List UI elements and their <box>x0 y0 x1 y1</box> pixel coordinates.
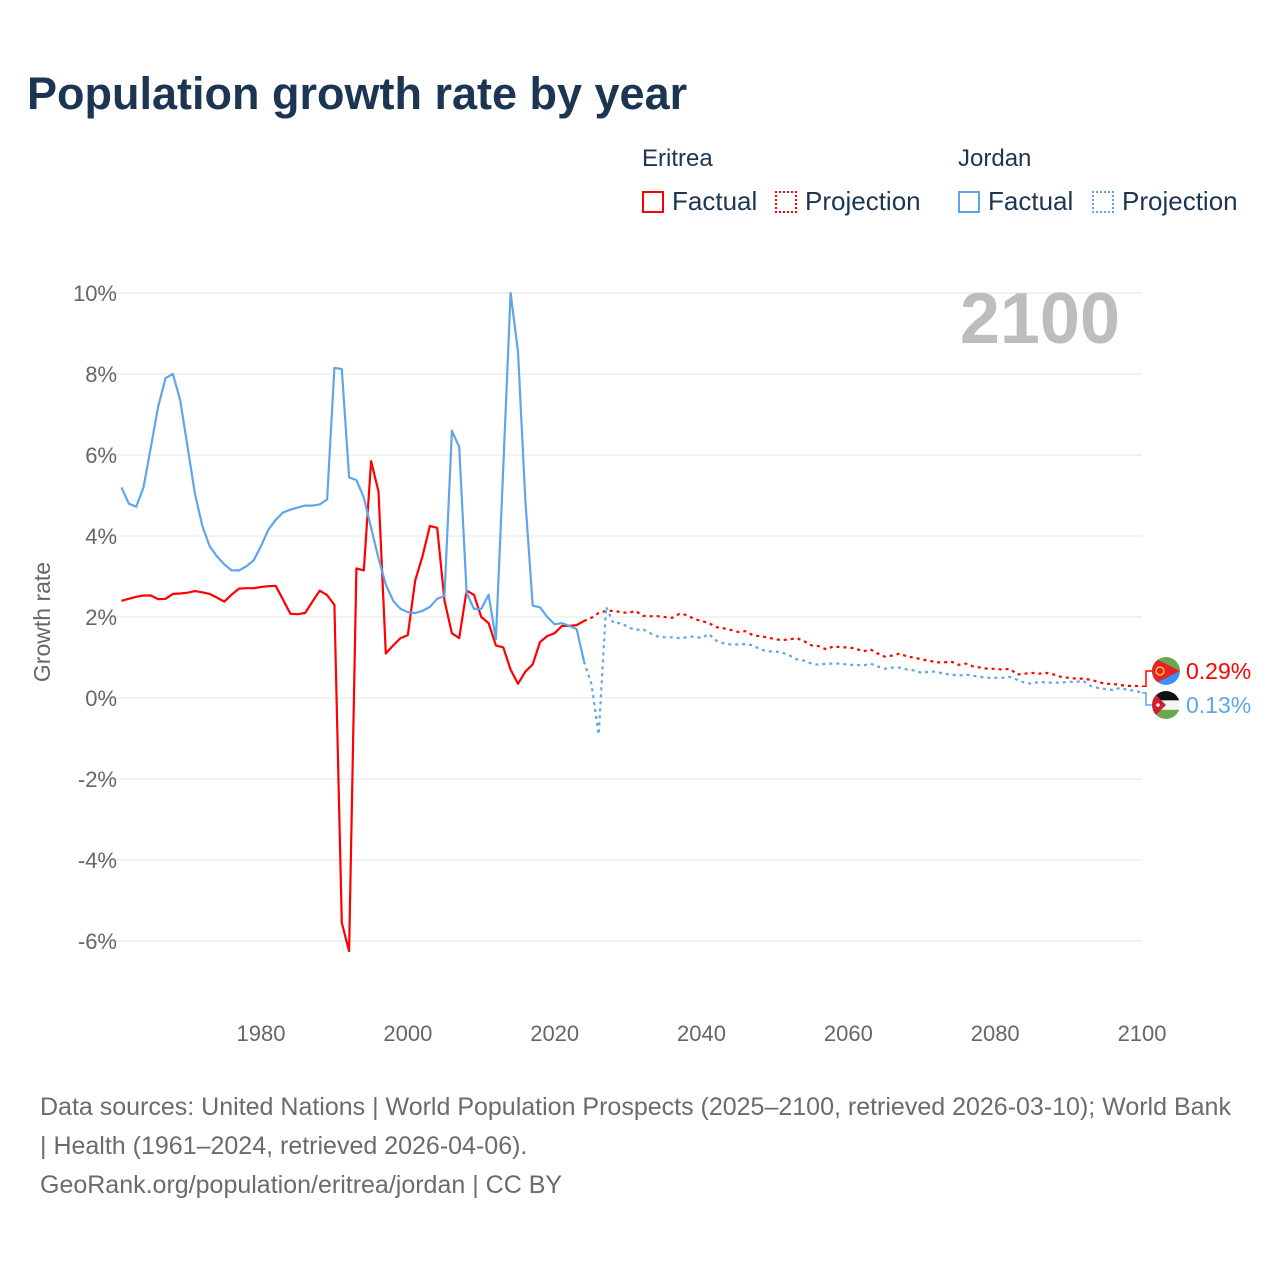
x-tick-label: 2000 <box>383 1021 432 1046</box>
x-tick-label: 1980 <box>237 1021 286 1046</box>
y-tick-label: 4% <box>85 524 117 549</box>
legend-label: Projection <box>805 186 921 216</box>
legend-jordan-projection[interactable]: Projection <box>1092 186 1238 217</box>
legend-swatch-solid <box>642 190 664 213</box>
legend-eritrea-factual[interactable]: Factual <box>642 186 757 217</box>
series-line-eritrea-factual <box>121 460 585 953</box>
legend-swatch-dotted <box>775 190 797 213</box>
end-label-jordan: 0.13% <box>1142 691 1251 719</box>
y-tick-label: -2% <box>78 767 117 792</box>
end-value-label: 0.29% <box>1186 658 1251 684</box>
y-tick-label: -4% <box>78 848 117 873</box>
x-tick-label: 2020 <box>530 1021 579 1046</box>
x-tick-label: 2060 <box>824 1021 873 1046</box>
eritrea-flag-icon <box>1152 657 1180 685</box>
flag-stripe <box>1152 700 1180 710</box>
legend-eritrea-projection[interactable]: Projection <box>775 186 921 217</box>
series-line-eritrea-projection <box>583 609 1143 688</box>
legend-label: Factual <box>988 186 1074 216</box>
flag-stripe <box>1152 691 1180 701</box>
legend-country-eritrea: Eritrea <box>642 145 713 172</box>
y-axis-label: Growth rate <box>29 562 55 682</box>
x-tick-label: 2040 <box>677 1021 726 1046</box>
end-label-eritrea: 0.29% <box>1142 657 1251 688</box>
footer: Data sources: United Nations | World Pop… <box>40 1088 1240 1205</box>
page-title: Population growth rate by year <box>27 68 688 119</box>
series-line-jordan-projection <box>582 605 1143 736</box>
flag-triangle <box>1152 657 1180 685</box>
y-tick-label: -6% <box>78 929 117 954</box>
y-tick-label: 6% <box>85 443 117 468</box>
legend-label: Factual <box>672 186 758 216</box>
legend-country-jordan: Jordan <box>958 145 1032 172</box>
data-sources: Data sources: United Nations | World Pop… <box>40 1093 1231 1160</box>
legend-swatch-dotted <box>1092 190 1114 213</box>
year-watermark: 2100 <box>960 279 1120 359</box>
credit-link[interactable]: GeoRank.org/population/eritrea/jordan | … <box>40 1171 563 1199</box>
legend-swatch-solid <box>958 190 980 213</box>
flag-star <box>1156 703 1160 707</box>
y-tick-label: 0% <box>85 686 117 711</box>
y-tick-label: 10% <box>73 281 117 306</box>
legend-jordan-factual[interactable]: Factual <box>958 186 1073 217</box>
end-label-connector <box>1142 691 1152 706</box>
x-tick-label: 2080 <box>971 1021 1020 1046</box>
y-tick-label: 2% <box>85 605 117 630</box>
flag-emblem <box>1155 666 1165 676</box>
y-tick-label: 8% <box>85 362 117 387</box>
legend-label: Projection <box>1122 186 1238 216</box>
jordan-flag-icon <box>1152 691 1180 719</box>
flag-stripe <box>1152 709 1180 719</box>
series-line-jordan-factual <box>120 291 586 662</box>
line-chart: -6% -4% -2% 0% 2% 4% 6% 8% 10% 1980 2000 2020 2040 20… <box>29 279 1251 1046</box>
end-label-connector <box>1142 670 1152 688</box>
x-tick-label: 2100 <box>1118 1021 1167 1046</box>
end-value-label: 0.13% <box>1186 692 1251 718</box>
